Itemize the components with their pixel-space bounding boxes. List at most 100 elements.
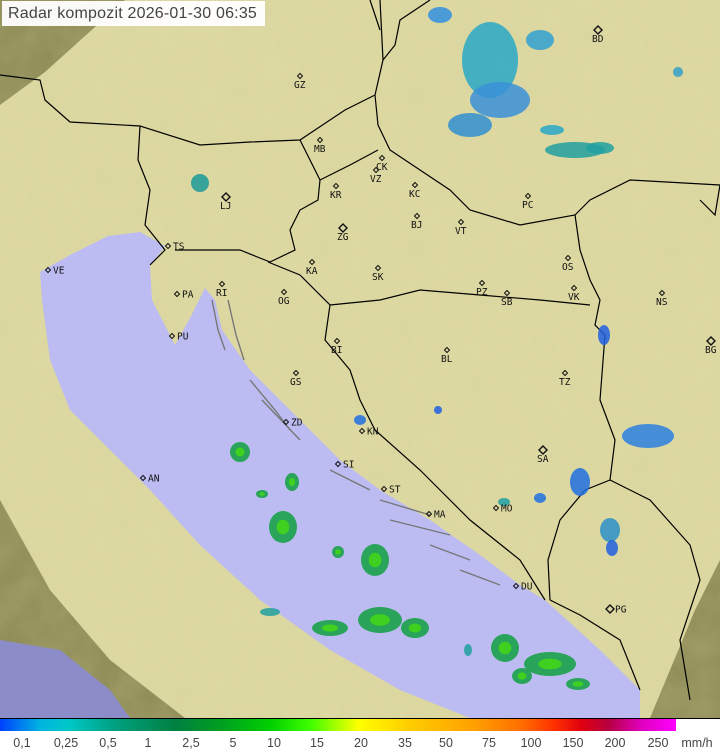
legend-label: 5 [229, 736, 237, 750]
city-label-gz: GZ [294, 80, 306, 91]
legend-label: 2,5 [182, 736, 200, 750]
radar-echo [260, 608, 280, 616]
city-label-pg: PG [615, 605, 627, 616]
city-marker-sk [374, 264, 382, 272]
city-label-bl: BL [441, 354, 453, 365]
city-label-bj: BJ [411, 220, 422, 231]
city-label-bg: BG [705, 345, 717, 356]
city-marker-ve [44, 266, 52, 274]
radar-echo-core [235, 447, 245, 457]
city-marker-lj [221, 192, 231, 202]
city-marker-ma [425, 510, 433, 518]
city-label-an: AN [148, 474, 160, 485]
city-marker-pa [173, 290, 181, 298]
city-marker-du [512, 582, 520, 590]
radar-echo [434, 406, 442, 414]
legend-label: 100 [520, 736, 542, 750]
city-marker-sb [503, 289, 511, 297]
city-label-os: OS [562, 262, 574, 273]
city-label-lj: LJ [220, 201, 231, 212]
legend-label: 0,25 [53, 736, 79, 750]
city-label-ts: TS [173, 242, 185, 253]
city-label-ka: KA [306, 266, 318, 277]
city-marker-bg [706, 336, 716, 346]
city-label-ns: NS [656, 297, 668, 308]
city-label-sa: SA [537, 454, 549, 465]
city-marker-zg [338, 223, 348, 233]
city-label-gs: GS [290, 377, 302, 388]
city-marker-st [380, 485, 388, 493]
city-marker-pu [168, 332, 176, 340]
city-marker-vz [372, 166, 380, 174]
city-label-pa: PA [182, 290, 194, 301]
legend-label: 200 [604, 736, 626, 750]
city-label-kn: KN [367, 427, 379, 438]
radar-echo [448, 113, 492, 137]
radar-echo [586, 142, 614, 154]
city-marker-vt [457, 218, 465, 226]
city-label-mb: MB [314, 144, 326, 155]
radar-echo-core [335, 549, 341, 555]
radar-echo [673, 67, 683, 77]
city-label-ck: CK [376, 162, 388, 173]
city-marker-ri [218, 280, 226, 288]
city-label-bi: BI [331, 345, 342, 356]
radar-echo [540, 125, 564, 135]
city-label-st: ST [389, 485, 401, 496]
city-marker-ck [378, 154, 386, 162]
radar-echo [428, 7, 452, 23]
city-label-ma: MA [434, 510, 446, 521]
radar-echo [606, 540, 618, 556]
city-marker-si [334, 460, 342, 468]
radar-echoes [191, 7, 683, 690]
city-marker-ns [658, 289, 666, 297]
city-label-og: OG [278, 296, 290, 307]
city-marker-bi [333, 337, 341, 345]
legend-label: 20 [354, 736, 368, 750]
radar-echo [191, 174, 209, 192]
city-label-pz: PZ [476, 287, 488, 298]
city-label-ve: VE [53, 266, 65, 277]
city-marker-gs [292, 369, 300, 377]
precipitation-color-scale [0, 719, 676, 731]
city-marker-mb [316, 136, 324, 144]
city-marker-an [139, 474, 147, 482]
radar-echo [462, 22, 518, 98]
radar-echo-core [288, 477, 296, 487]
city-label-pu: PU [177, 332, 189, 343]
legend-label: 1 [144, 736, 152, 750]
city-label-mo: MO [501, 504, 513, 515]
city-label-kr: KR [330, 190, 342, 201]
city-label-zg: ZG [337, 232, 349, 243]
city-marker-tz [561, 369, 569, 377]
radar-echo-core [276, 519, 290, 535]
city-label-tz: TZ [559, 377, 571, 388]
legend-label: 0,1 [13, 736, 31, 750]
city-marker-bd [593, 25, 603, 35]
radar-echo [526, 30, 554, 50]
radar-echo [470, 82, 530, 118]
country-borders [0, 0, 720, 701]
city-marker-bj [413, 212, 421, 220]
legend-label: 75 [482, 736, 496, 750]
legend-unit: mm/h [681, 736, 713, 750]
city-marker-ka [308, 258, 316, 266]
city-label-vk: VK [568, 292, 580, 303]
city-marker-kc [411, 181, 419, 189]
city-label-bd: BD [592, 34, 604, 45]
city-marker-gz [296, 72, 304, 80]
city-label-pc: PC [522, 200, 533, 211]
radar-echo [622, 424, 674, 448]
legend-label: 250 [647, 736, 669, 750]
city-label-ri: RI [216, 288, 227, 299]
city-label-vt: VT [455, 226, 467, 237]
city-label-vz: VZ [370, 174, 382, 185]
city-marker-zd [282, 418, 290, 426]
outer-sea [0, 640, 130, 718]
radar-echo-core [370, 614, 390, 626]
city-label-si: SI [343, 460, 354, 471]
radar-echo [354, 415, 366, 425]
legend-label: 10 [267, 736, 281, 750]
